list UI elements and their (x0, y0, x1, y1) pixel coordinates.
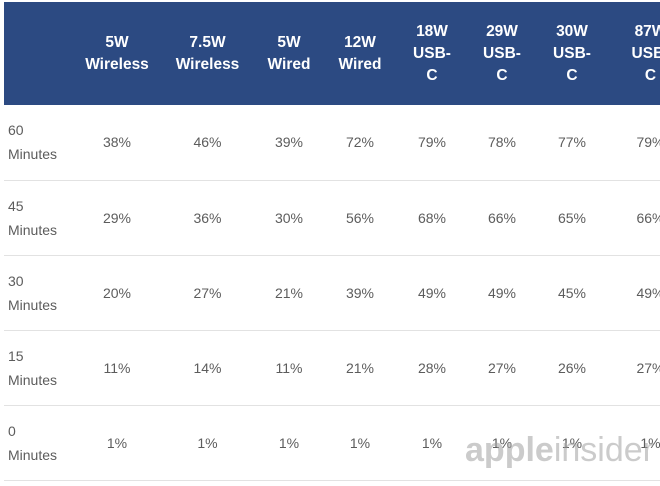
header-7-5w-wireless: 7.5W Wireless (160, 2, 255, 105)
appleinsider-watermark: appleinsider (465, 431, 654, 470)
header-29w-usb-c: 29W USB- C (467, 2, 537, 105)
header-5w-wireless: 5W Wireless (74, 2, 160, 105)
table-cell: 36% (160, 180, 255, 256)
table-cell: 11% (74, 330, 160, 406)
table-cell: 46% (160, 105, 255, 181)
table-header-row: 5W Wireless 7.5W Wireless 5W Wired 12W W… (4, 2, 660, 105)
table-cell: 1% (607, 405, 660, 481)
row-label: 15 Minutes (4, 330, 74, 406)
table-cell: 27% (607, 330, 660, 406)
table-cell: 66% (467, 180, 537, 256)
table-cell: 30% (255, 180, 323, 256)
table-cell: 68% (397, 180, 467, 256)
table-cell: 56% (323, 180, 397, 256)
table-cell: 27% (467, 330, 537, 406)
table-cell: 26% (537, 330, 607, 406)
table-cell: 66% (607, 180, 660, 256)
table-cell: 1% (74, 405, 160, 481)
watermark-insider: insider (553, 431, 654, 469)
table-cell: 77% (537, 105, 607, 181)
header-corner (4, 2, 74, 105)
table-cell: 49% (607, 255, 660, 331)
row-label: 0 Minutes (4, 405, 74, 481)
table-cell: 21% (323, 330, 397, 406)
charging-table: 5W Wireless 7.5W Wireless 5W Wired 12W W… (4, 2, 660, 481)
header-12w-wired: 12W Wired (323, 2, 397, 105)
table-cell: 20% (74, 255, 160, 331)
table-cell: 79% (607, 105, 660, 181)
table-cell: 39% (255, 105, 323, 181)
table-cell: 1% (537, 405, 607, 481)
table-cell: 1% (397, 405, 467, 481)
header-18w-usb-c: 18W USB- C (397, 2, 467, 105)
table-cell: 1% (467, 405, 537, 481)
table-cell: 72% (323, 105, 397, 181)
header-30w-usb-c: 30W USB- C (537, 2, 607, 105)
table-cell: 28% (397, 330, 467, 406)
table-cell: 65% (537, 180, 607, 256)
table-row: 30 Minutes 20% 27% 21% 39% 49% 49% 45% 4… (4, 255, 660, 331)
table-cell: 39% (323, 255, 397, 331)
table-row: 45 Minutes 29% 36% 30% 56% 68% 66% 65% 6… (4, 180, 660, 256)
row-label: 60 Minutes (4, 105, 74, 181)
row-label: 45 Minutes (4, 180, 74, 256)
table-cell: 11% (255, 330, 323, 406)
table-cell: 49% (467, 255, 537, 331)
header-87w-usb-c: 87W USB- C (607, 2, 660, 105)
table-cell: 21% (255, 255, 323, 331)
table-cell: 49% (397, 255, 467, 331)
row-label: 30 Minutes (4, 255, 74, 331)
watermark-apple: apple (465, 431, 554, 469)
table-row: 0 Minutes 1% 1% 1% 1% 1% 1% 1% 1% (4, 405, 660, 481)
header-5w-wired: 5W Wired (255, 2, 323, 105)
table-cell: 1% (323, 405, 397, 481)
table-cell: 14% (160, 330, 255, 406)
table-cell: 1% (160, 405, 255, 481)
table-row: 15 Minutes 11% 14% 11% 21% 28% 27% 26% 2… (4, 330, 660, 406)
table-cell: 1% (255, 405, 323, 481)
table-cell: 79% (397, 105, 467, 181)
table-cell: 27% (160, 255, 255, 331)
table-cell: 38% (74, 105, 160, 181)
table-cell: 78% (467, 105, 537, 181)
table-row: 60 Minutes 38% 46% 39% 72% 79% 78% 77% 7… (4, 105, 660, 181)
table-cell: 29% (74, 180, 160, 256)
table-cell: 45% (537, 255, 607, 331)
